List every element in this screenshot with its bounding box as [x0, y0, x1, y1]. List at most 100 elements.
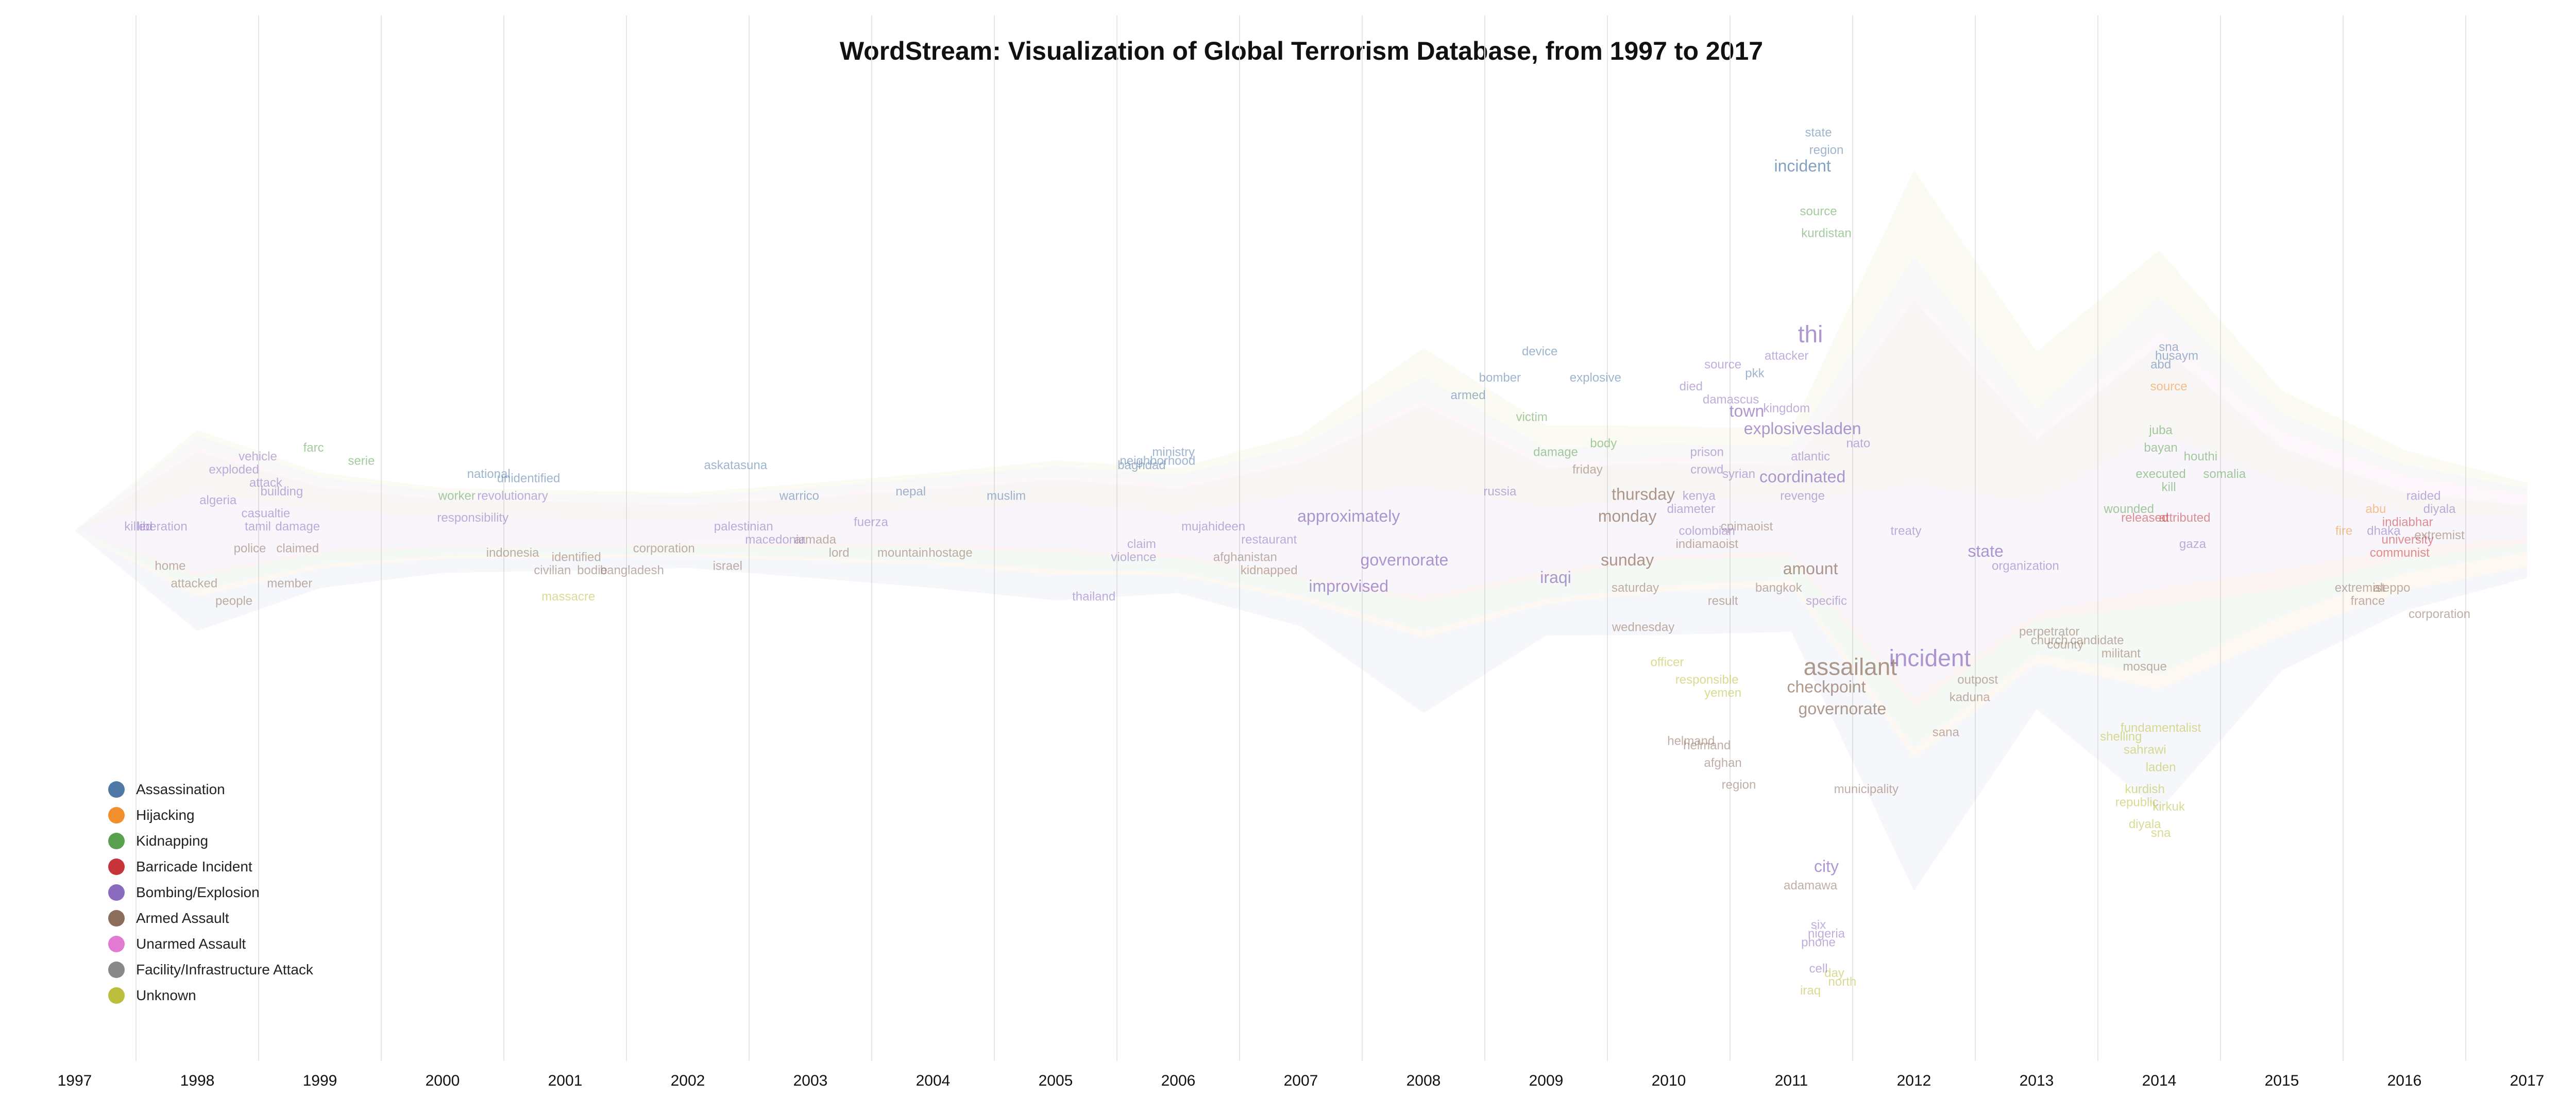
stream-word: officer	[1650, 656, 1684, 670]
stream-word: militant	[2102, 647, 2141, 661]
legend-swatch	[108, 910, 125, 927]
stream-word: armed	[1451, 388, 1486, 402]
stream-word: extremist	[2335, 581, 2385, 595]
x-tick-label: 2015	[2265, 1072, 2299, 1089]
stream-word: outpost	[1957, 673, 1998, 687]
stream-word: responsibility	[437, 511, 509, 525]
legend: Assassination Hijacking Kidnapping Barricad…	[108, 777, 313, 1008]
stream-word: attributed	[2159, 511, 2210, 525]
stream-word: member	[267, 577, 312, 591]
stream-word: civilian	[534, 563, 571, 577]
stream-word: body	[1590, 437, 1617, 451]
legend-swatch	[108, 962, 125, 978]
stream-word: source	[1704, 358, 1741, 372]
stream-word: iraqi	[1540, 568, 1571, 587]
legend-swatch	[108, 936, 125, 952]
stream-word: region	[1722, 778, 1756, 792]
stream-word: attacker	[1765, 349, 1808, 363]
legend-label: Barricade Incident	[136, 859, 252, 874]
x-tick-label: 2007	[1284, 1072, 1318, 1089]
stream-word: mosque	[2123, 660, 2166, 674]
stream-word: exploded	[209, 463, 259, 477]
x-tick-label: 2003	[793, 1072, 828, 1089]
x-tick-label: 2016	[2387, 1072, 2422, 1089]
stream-word: bangladesh	[600, 563, 664, 577]
stream-area-3	[75, 530, 2527, 708]
stream-word: specific	[1806, 594, 1847, 608]
stream-word: kurdistan	[1801, 227, 1851, 241]
legend-swatch	[108, 987, 125, 1004]
stream-word: bomber	[1479, 371, 1521, 385]
stream-word: church	[2031, 633, 2068, 647]
legend-swatch	[108, 859, 125, 875]
stream-word: monday	[1598, 507, 1657, 525]
stream-word: dhaka	[2367, 524, 2401, 538]
legend-swatch	[108, 884, 125, 901]
stream-word: baghdad	[1117, 458, 1165, 472]
stream-word: iraq	[1800, 984, 1821, 998]
stream-word: kenya	[1683, 489, 1716, 503]
stream-word: crowd	[1690, 463, 1723, 477]
stream-word: six	[1811, 918, 1826, 932]
stream-word: sana	[1933, 726, 1960, 740]
stream-word: russia	[1483, 485, 1517, 499]
stream-word: thailand	[1072, 590, 1115, 604]
stream-word: town	[1730, 402, 1765, 420]
stream-word: thi	[1798, 321, 1823, 348]
stream-word: yemen	[1704, 686, 1741, 700]
legend-item: Hijacking	[108, 802, 313, 828]
stream-word: atlantic	[1791, 450, 1830, 464]
stream-word: perpetrator	[2019, 625, 2079, 639]
legend-item: Unarmed Assault	[108, 931, 313, 957]
x-tick-label: 2009	[1529, 1072, 1564, 1089]
stream-word: municipality	[1834, 782, 1899, 796]
stream-word: afghan	[1704, 756, 1741, 770]
x-tick-label: 2013	[2020, 1072, 2054, 1089]
stream-word: worker	[438, 489, 476, 503]
stream-word: saturday	[1612, 581, 1659, 595]
stream-word: palestinian	[714, 520, 773, 534]
stream-word: revolutionary	[477, 489, 548, 503]
stream-word: fundamentalist	[2121, 721, 2201, 735]
stream-word: national	[467, 467, 511, 481]
stream-word: abd	[2150, 358, 2171, 372]
stream-word: kidnapped	[1241, 563, 1298, 577]
legend-item: Facility/Infrastructure Attack	[108, 957, 313, 983]
stream-word: casualtie	[242, 507, 291, 521]
stream-word: askatasuna	[704, 458, 767, 472]
stream-word: muslim	[987, 489, 1026, 503]
stream-word: attack	[249, 476, 283, 490]
stream-word: kurdish	[2125, 782, 2164, 796]
legend-label: Bombing/Explosion	[136, 884, 260, 900]
stream-word: raided	[2406, 489, 2441, 503]
stream-word: bayan	[2144, 441, 2177, 455]
stream-word: checkpoint	[1787, 678, 1866, 696]
stream-word: diameter	[1667, 502, 1715, 516]
stream-word: extremist	[2414, 528, 2465, 542]
x-tick-label: 2014	[2142, 1072, 2177, 1089]
stream-word: houthi	[2184, 450, 2217, 464]
stream-word: organization	[1992, 559, 2059, 573]
x-tick-label: 2000	[426, 1072, 460, 1089]
stream-word: abu	[2365, 502, 2386, 516]
stream-word: adamawa	[1784, 879, 1838, 893]
stream-word: explosive	[1570, 371, 1621, 385]
stream-word: serie	[348, 454, 375, 468]
x-tick-label: 1999	[303, 1072, 337, 1089]
stream-word: source	[2150, 380, 2188, 393]
stream-word: fire	[2335, 524, 2352, 538]
stream-word: sna	[2151, 826, 2171, 840]
grid-lines	[135, 15, 2466, 1061]
stream-word: released	[2121, 511, 2168, 525]
stream-word: macedonia	[745, 533, 806, 547]
stream-word: phone	[1801, 936, 1836, 950]
stream-word: diyala	[2129, 817, 2161, 831]
stream-word: north	[1828, 975, 1857, 989]
x-tick-label: 2004	[916, 1072, 951, 1089]
stream-word: france	[2351, 594, 2385, 608]
stream-word: prison	[1690, 445, 1723, 459]
stream-word: neighborhood	[1120, 454, 1195, 468]
stream-word: corporation	[2409, 607, 2470, 621]
stream-word: cell	[1809, 962, 1828, 976]
legend-label: Armed Assault	[136, 910, 229, 926]
